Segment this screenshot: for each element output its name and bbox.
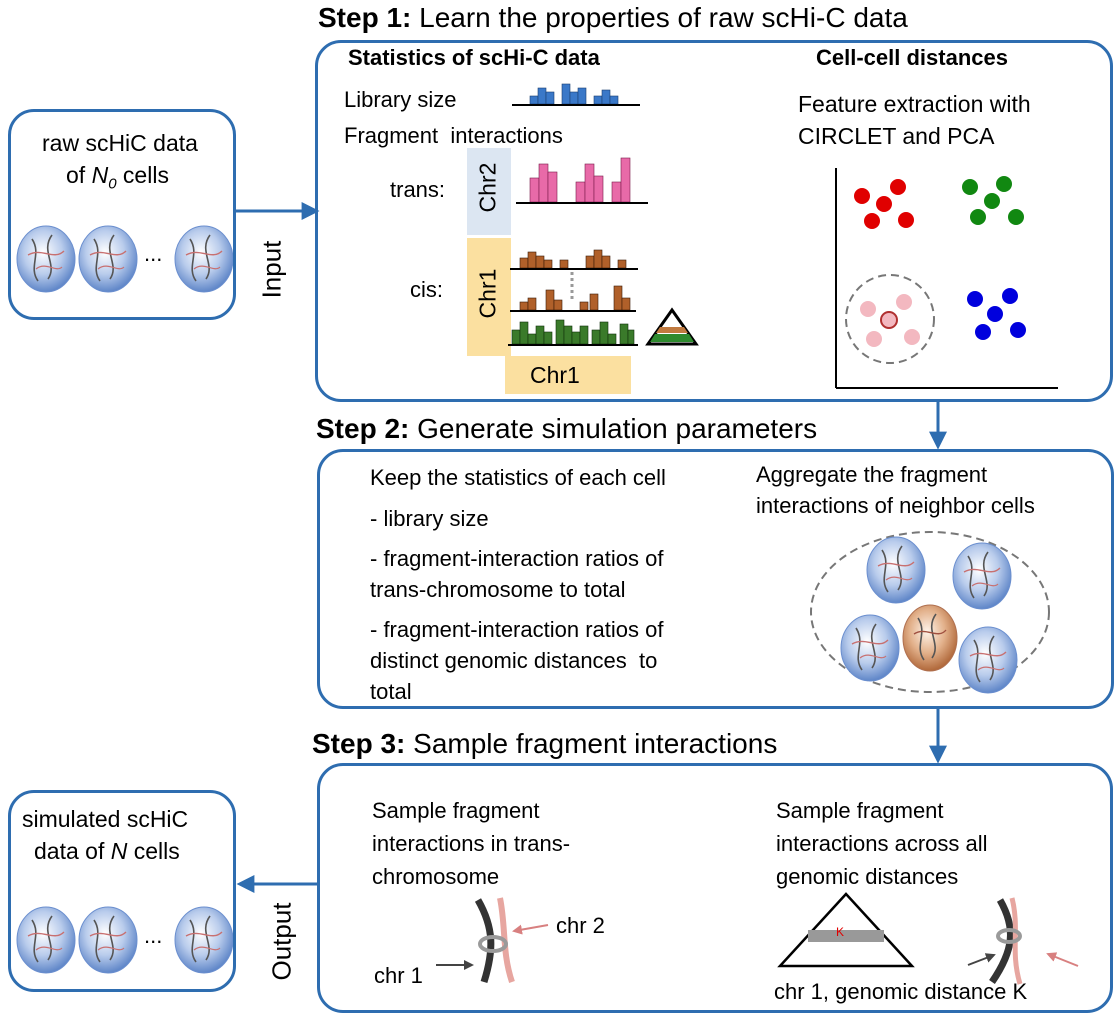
chr2-label: Chr2 [474,162,501,213]
chr2-pointer-label: chr 2 [556,913,605,938]
output-ellipsis: ... [144,923,163,948]
feature-line2: CIRCLET and PCA [798,123,995,149]
trans-chromosome-illustration [436,897,549,984]
step3-box [317,763,1113,1013]
pink-cluster [860,294,920,347]
output-line2-suffix: cells [127,838,180,864]
item-distance-ratio-line2: distinct genomic distances to [370,648,658,673]
input-arrow-label: Input [256,240,287,299]
input-line2: of N0 cells [66,162,169,198]
output-box [8,790,236,992]
item-distance-ratio-line1: - fragment-interaction ratios of [370,617,664,642]
chr1-pointer-label: chr 1 [374,963,423,988]
genomic-distance-label: chr 1, genomic distance K [774,979,1028,1004]
step3-heading: Step 3: Sample fragment interactions [312,728,777,760]
item-library-size: - library size [370,506,489,531]
all-sample-line2: interactions across all [776,831,988,856]
genomic-distance-triangle [777,892,915,968]
input-box [8,109,236,320]
fragment-interactions-label: Fragment interactions [344,123,563,148]
neighbor-ellipse [810,531,1050,693]
cis-chromosome-illustration [967,897,1079,985]
blue-cluster [967,288,1026,340]
chr1-label: Chr1 [474,268,501,319]
distances-header: Cell-cell distances [816,45,1008,70]
input-count-sub: 0 [108,175,117,193]
input-line2-prefix: of [66,162,92,188]
library-size-label: Library size [344,87,457,112]
step2-heading: Step 2: Generate simulation parameters [316,413,817,445]
item-distance-ratio-line3: total [370,679,412,704]
step1-title: Learn the properties of raw scHi-C data [419,2,908,33]
step1-heading: Step 1: Learn the properties of raw scHi… [318,2,908,34]
input-count-var: N [91,162,109,188]
input-line1: raw scHiC data [42,130,198,156]
chr1-band [467,238,511,356]
chr1-bottom-label: Chr1 [530,362,580,388]
contact-triangle-icon [645,307,699,346]
item-trans-ratio-line1: - fragment-interaction ratios of [370,546,664,571]
target-cell-point [880,311,898,329]
all-sample-line3: genomic distances [776,864,959,889]
step1-prefix: Step 1: [318,2,412,33]
aggregate-line2: interactions of neighbor cells [756,493,1035,518]
aggregate-line1: Aggregate the fragment [756,462,988,487]
all-sample-line1: Sample fragment [776,798,944,823]
cis-label: cis: [410,277,443,302]
output-line2-prefix: data of [34,838,111,864]
output-arrow-label: Output [266,902,297,981]
cis-histogram-middle [519,285,631,311]
stats-header: Statistics of scHi-C data [348,45,600,70]
trans-label: trans: [390,177,446,202]
feature-line1: Feature extraction with [798,91,1031,117]
input-ellipsis: ... [144,241,163,266]
step3-prefix: Step 3: [312,728,406,759]
keep-header: Keep the statistics of each cell [370,465,666,490]
output-count-var: N [110,838,128,864]
trans-sample-line3: chromosome [372,864,500,889]
step2-prefix: Step 2: [316,413,410,444]
output-line2: data of N cells [34,838,180,865]
step2-box [317,449,1114,709]
chr1-bottom-band [505,356,631,394]
step1-box [315,40,1113,402]
output-line1: simulated scHiC [22,806,189,832]
step3-title: Sample fragment interactions [413,728,778,759]
chr2-band [467,148,511,235]
neighbor-circle [845,274,935,364]
trans-sample-line2: interactions in trans- [372,831,571,856]
step2-title: Generate simulation parameters [417,413,818,444]
item-trans-ratio-line2: trans-chromosome to total [370,577,626,602]
k-label: K [836,925,845,939]
input-line2-suffix: cells [116,162,169,188]
red-cluster [854,179,914,229]
green-cluster [962,176,1024,225]
cis-histogram-bottom [511,319,635,345]
trans-sample-line1: Sample fragment [372,798,540,823]
